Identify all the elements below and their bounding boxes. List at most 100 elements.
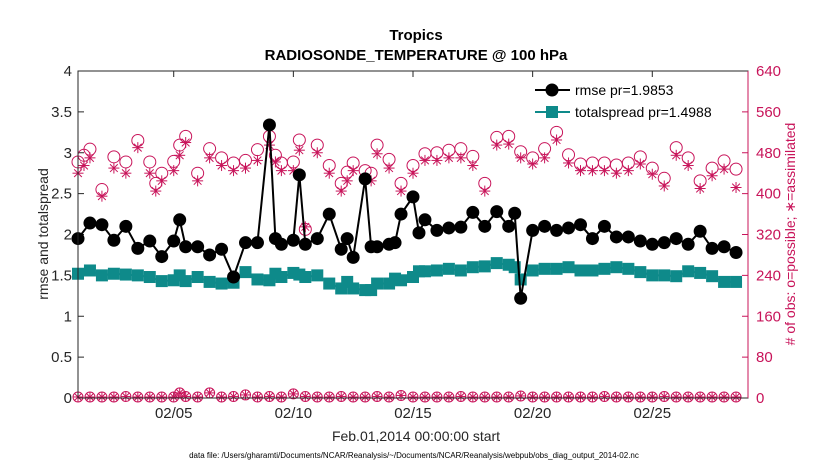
rmse-point: [95, 218, 109, 232]
obs-rejected-assimilated-point: [180, 391, 191, 402]
rmse-point: [669, 232, 683, 246]
totalspread-point: [598, 262, 611, 275]
obs-assimilated-point: [108, 162, 120, 174]
totalspread-point: [586, 264, 599, 277]
obs-assimilated-point-stroke: [79, 161, 89, 170]
obs-assimilated-point: [180, 137, 192, 149]
obs-rejected-assimilated-point-stroke: [648, 393, 657, 401]
obs-assimilated-point-stroke: [576, 166, 585, 175]
obs-assimilated-point-stroke: [492, 140, 501, 150]
rmse-point: [645, 237, 659, 251]
obs-rejected-assimilated-point: [695, 391, 706, 402]
legend: rmse pr=1.9853 totalspread pr=1.4988: [528, 78, 742, 122]
chart-title: Tropics: [389, 27, 442, 44]
totalspread-point: [526, 264, 539, 277]
rmse-point: [239, 236, 252, 250]
obs-rejected-assimilated-point: [120, 391, 131, 402]
obs-rejected-assimilated-point: [348, 391, 359, 402]
obs-assimilated-point-stroke: [600, 166, 609, 175]
obs-rejected-assimilated-point-stroke: [133, 393, 142, 401]
right-y-tick-label: 160: [756, 308, 781, 325]
obs-assimilated-point-stroke: [295, 145, 304, 155]
obs-assimilated-point: [515, 152, 527, 164]
obs-assimilated-point-stroke: [313, 148, 322, 157]
rmse-point: [633, 234, 647, 248]
totalspread-point: [730, 275, 743, 288]
rmse-point: [442, 221, 456, 235]
rmse-point: [370, 240, 384, 254]
obs-assimilated-point-stroke: [271, 157, 280, 167]
obs-assimilated-point-stroke: [348, 166, 358, 175]
obs-assimilated-point-stroke: [408, 168, 418, 178]
rmse-point: [508, 206, 522, 220]
rmse-point: [119, 219, 133, 233]
obs-assimilated-point-stroke: [145, 168, 154, 178]
obs-assimilated-point: [395, 185, 407, 197]
obs-assimilated-point: [84, 152, 96, 164]
rmse-point: [466, 205, 480, 219]
obs-assimilated-point: [168, 165, 180, 177]
obs-rejected-assimilated-point: [515, 390, 526, 401]
obs-rejected-assimilated-point: [372, 391, 383, 402]
obs-assimilated-point: [419, 154, 431, 166]
totalspread-point: [239, 266, 252, 279]
rmse-point: [107, 233, 121, 247]
obs-assimilated-point: [527, 158, 539, 170]
rmse-point: [585, 232, 599, 246]
obs-assimilated-point: [634, 158, 646, 170]
right-y-axis-label: # of obs: o=possible; ∗=assimilated: [782, 123, 798, 346]
obs-assimilated-point-stroke: [480, 186, 489, 196]
obs-rejected-assimilated-point-stroke: [636, 393, 645, 401]
obs-rejected-assimilated-point-stroke: [277, 393, 286, 401]
rmse-point: [155, 250, 169, 264]
obs-assimilated-point: [299, 221, 311, 233]
obs-assimilated-point: [455, 152, 467, 164]
obs-rejected-assimilated-point-stroke: [193, 393, 202, 401]
rmse-point: [179, 240, 193, 254]
obs-assimilated-point-stroke: [277, 166, 286, 175]
obs-rejected-assimilated-point: [527, 391, 538, 402]
obs-rejected-assimilated-point-stroke: [181, 392, 190, 401]
rmse-point: [526, 223, 540, 237]
rmse-point: [705, 241, 719, 255]
obs-rejected-assimilated-point-stroke: [660, 392, 669, 401]
totalspread-point: [95, 269, 108, 282]
x-tick-label: 02/10: [275, 405, 313, 422]
obs-rejected-assimilated-point-stroke: [552, 393, 561, 401]
rmse-point: [681, 237, 695, 251]
obs-rejected-assimilated-point: [635, 391, 646, 402]
obs-assimilated-point-stroke: [731, 183, 741, 192]
obs-assimilated-point-stroke: [241, 163, 250, 173]
obs-assimilated-point: [646, 168, 658, 180]
rmse-point: [167, 234, 181, 248]
obs-assimilated-point-stroke: [707, 171, 717, 180]
obs-rejected-assimilated-point: [156, 391, 167, 402]
obs-rejected-assimilated-point: [455, 391, 466, 402]
rmse-point: [502, 219, 516, 233]
obs-assimilated-point-stroke: [97, 191, 107, 201]
totalspread-point: [107, 267, 120, 280]
obs-rejected-assimilated-point: [731, 391, 742, 402]
right-y-tick-label: 240: [756, 267, 781, 284]
totalspread-point: [418, 265, 431, 278]
obs-rejected-assimilated-point: [539, 391, 550, 402]
obs-assimilated-point: [551, 134, 563, 146]
obs-assimilated-point: [192, 175, 204, 187]
obs-assimilated-point: [341, 175, 353, 187]
rmse-point: [454, 220, 468, 234]
rmse-point: [693, 224, 707, 238]
obs-assimilated-point-stroke: [420, 156, 430, 165]
rmse-point: [310, 232, 324, 246]
obs-rejected-assimilated-point: [144, 391, 155, 402]
data-marks: [71, 118, 743, 403]
obs-rejected-assimilated-point: [360, 391, 371, 402]
totalspread-point: [574, 264, 587, 277]
totalspread-point: [395, 274, 408, 287]
legend-box: [528, 78, 742, 122]
obs-assimilated-point-stroke: [648, 170, 657, 179]
obs-rejected-assimilated-point: [336, 391, 347, 402]
obs-rejected-assimilated-point-stroke: [468, 393, 477, 401]
obs-rejected-assimilated-point: [419, 391, 430, 402]
totalspread-point: [634, 266, 647, 279]
obs-rejected-assimilated-point-stroke: [576, 393, 585, 401]
